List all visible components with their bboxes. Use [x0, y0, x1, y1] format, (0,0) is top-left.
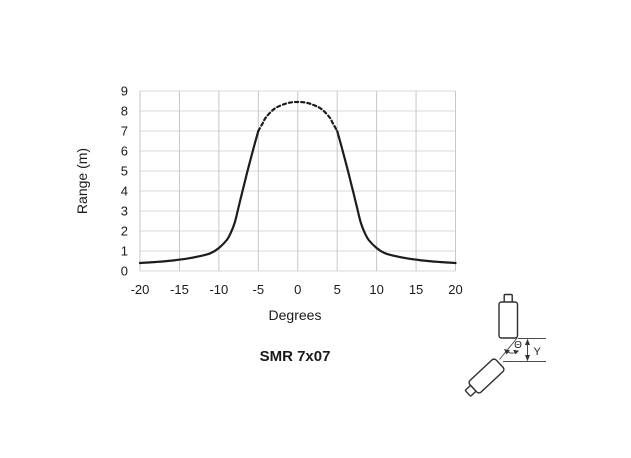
curve-solid-left: [138, 129, 260, 265]
y-tick-label: 7: [121, 124, 128, 139]
y-tick-label: 8: [121, 104, 128, 119]
theta-label: Θ: [514, 340, 522, 351]
grid-lines: [139, 90, 456, 272]
y-tick-label: 9: [121, 84, 128, 99]
y-tick-label: 5: [121, 164, 128, 179]
x-tick-label: -15: [170, 282, 189, 297]
x-tick-label: -5: [253, 282, 265, 297]
theta-arrow-left: [504, 349, 510, 355]
sensor-orientation-diagram: Y Θ: [464, 293, 546, 397]
theta-arrow-right: [513, 349, 519, 355]
x-tick-label: 20: [448, 282, 462, 297]
x-tick-label: -20: [131, 282, 150, 297]
x-tick-label: 0: [294, 282, 301, 297]
y-tick-label: 4: [121, 184, 128, 199]
chart-title: SMR 7x07: [260, 348, 331, 365]
y-dimension-arrow-down: [525, 355, 530, 362]
axis-tick-labels: 0 1 2 3 4 5 6 7 8 9 -20 -15 -10 -5 0 5 10 15 20: [121, 84, 463, 298]
y-tick-label: 1: [121, 244, 128, 259]
x-tick-label: 15: [409, 282, 423, 297]
x-tick-label: 5: [334, 282, 341, 297]
y-dimension-arrow-up: [525, 338, 530, 345]
curve-dashed-peak: [257, 100, 339, 133]
y-axis-label: Range (m): [74, 148, 90, 214]
y-tick-label: 3: [121, 204, 128, 219]
y-tick-label: 0: [121, 264, 128, 279]
x-tick-label: 10: [369, 282, 383, 297]
tilt-axis-line: [499, 337, 518, 360]
curve-solid-right: [336, 129, 457, 265]
y-tick-label: 2: [121, 224, 128, 239]
x-axis-label: Degrees: [269, 307, 322, 323]
range-curve: [138, 100, 457, 265]
y-tick-label: 6: [121, 144, 128, 159]
vertical-sensor-body: [498, 301, 519, 339]
y-dimension-label: Y: [534, 346, 542, 358]
x-tick-label: -10: [209, 282, 228, 297]
tilted-sensor-body: [468, 358, 505, 394]
